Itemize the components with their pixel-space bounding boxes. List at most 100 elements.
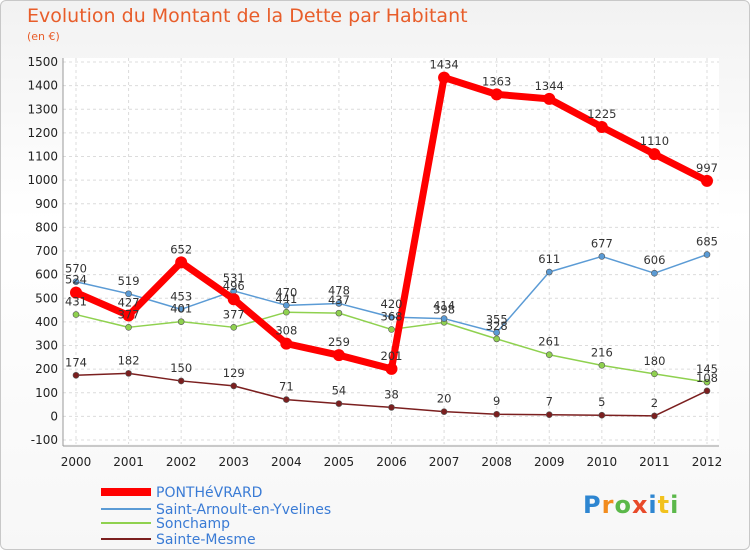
- data-point: [385, 362, 398, 375]
- x-tick-label: 2009: [534, 455, 565, 469]
- data-label: 524: [65, 273, 87, 287]
- data-point: [598, 253, 606, 260]
- y-tick-label: 300: [35, 339, 58, 353]
- data-label: 71: [279, 380, 294, 394]
- proxiti-logo: Proxiti: [583, 491, 680, 519]
- data-point: [125, 324, 132, 331]
- data-label: 1434: [429, 58, 458, 72]
- data-label: 427: [118, 295, 140, 309]
- data-label: 377: [223, 307, 245, 321]
- legend-label: Sonchamp: [156, 516, 230, 532]
- data-label: 1225: [587, 107, 616, 121]
- data-label: 401: [170, 302, 192, 316]
- data-label: 431: [65, 295, 87, 309]
- data-label: 519: [118, 274, 140, 288]
- data-label: 414: [433, 299, 455, 313]
- y-tick-label: 700: [35, 244, 58, 258]
- x-tick-label: 2004: [271, 455, 302, 469]
- data-point: [703, 378, 711, 386]
- data-label: 129: [223, 366, 245, 380]
- data-label: 570: [65, 262, 87, 276]
- data-point: [70, 286, 82, 299]
- data-point: [651, 269, 658, 277]
- data-point: [335, 309, 343, 317]
- data-label: 470: [275, 285, 297, 299]
- data-point: [388, 404, 395, 411]
- data-label: 9: [493, 394, 500, 408]
- data-label: 182: [118, 353, 140, 367]
- x-tick-label: 2012: [692, 455, 723, 469]
- legend-label: PONTHéVRARD: [156, 485, 262, 501]
- data-label: 398: [433, 302, 455, 316]
- legend-label: Sainte-Mesme: [156, 532, 256, 548]
- data-point: [545, 268, 553, 276]
- data-point: [703, 387, 711, 395]
- data-label: 2: [651, 396, 658, 410]
- data-point: [651, 412, 658, 420]
- data-label: 7: [546, 395, 553, 409]
- data-point: [335, 400, 343, 407]
- data-point: [227, 293, 240, 306]
- data-label: 652: [170, 242, 192, 256]
- y-tick-label: 1300: [27, 102, 58, 116]
- data-label: 420: [381, 297, 403, 311]
- data-label: 478: [328, 283, 350, 297]
- y-tick-label: 0: [50, 409, 58, 423]
- data-point: [122, 309, 135, 322]
- data-label: 259: [328, 335, 350, 349]
- x-tick-label: 2000: [61, 455, 92, 469]
- y-tick-label: -100: [31, 433, 58, 447]
- data-label: 308: [275, 324, 297, 338]
- data-point: [177, 318, 185, 325]
- data-point: [72, 278, 80, 286]
- data-label: 261: [538, 335, 560, 349]
- data-point: [332, 349, 345, 362]
- data-label: 441: [275, 292, 297, 306]
- data-label: 180: [643, 354, 665, 368]
- data-label: 54: [332, 384, 347, 398]
- y-tick-label: 500: [35, 291, 58, 305]
- y-tick-label: 1100: [27, 150, 58, 164]
- data-point: [125, 370, 132, 377]
- data-point: [177, 306, 185, 313]
- data-point: [490, 88, 503, 101]
- y-tick-label: 1500: [27, 55, 58, 69]
- x-tick-label: 2006: [376, 455, 407, 469]
- x-tick-label: 2007: [429, 455, 460, 469]
- data-point: [283, 396, 290, 403]
- y-tick-label: 1000: [27, 173, 58, 187]
- data-point: [651, 370, 658, 378]
- data-point: [175, 256, 188, 269]
- data-point: [283, 302, 290, 309]
- data-label: 1110: [640, 134, 669, 148]
- data-point: [388, 326, 395, 333]
- data-label: 685: [696, 235, 718, 249]
- x-tick-label: 2010: [587, 455, 618, 469]
- data-point: [438, 71, 451, 84]
- chart-subtitle: (en €): [27, 30, 60, 43]
- data-point: [230, 324, 238, 331]
- data-label: 496: [223, 279, 245, 293]
- data-label: 174: [65, 355, 87, 369]
- data-label: 531: [223, 271, 245, 285]
- data-point: [543, 92, 556, 105]
- data-point: [598, 362, 606, 369]
- data-point: [595, 120, 608, 133]
- data-label: 355: [486, 313, 508, 327]
- data-point: [493, 410, 500, 418]
- data-point: [545, 411, 553, 419]
- y-tick-label: 400: [35, 315, 58, 329]
- data-point: [72, 311, 80, 318]
- y-tick-label: 1200: [27, 126, 58, 140]
- data-point: [283, 308, 290, 316]
- y-tick-label: 1400: [27, 79, 58, 93]
- data-label: 108: [696, 371, 718, 385]
- chart-title: Evolution du Montant de la Dette par Hab…: [27, 5, 468, 27]
- x-tick-label: 2011: [639, 455, 670, 469]
- data-label: 38: [384, 387, 399, 401]
- data-label: 453: [170, 289, 192, 303]
- data-point: [598, 411, 606, 419]
- x-tick-label: 2002: [166, 455, 197, 469]
